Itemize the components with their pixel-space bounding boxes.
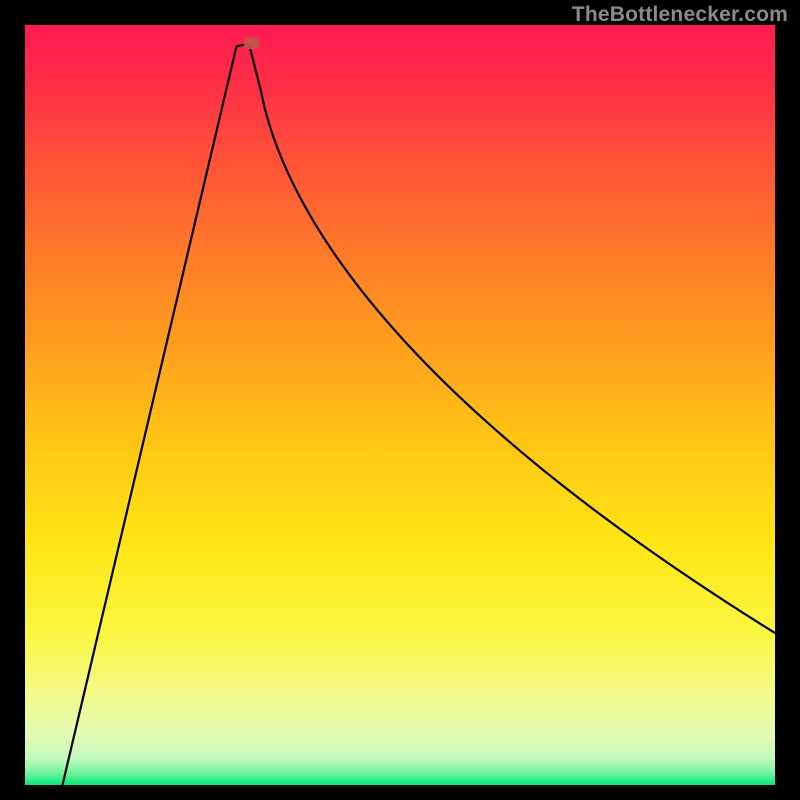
chart-background <box>25 25 775 785</box>
plot-area <box>25 25 775 785</box>
chart-svg <box>25 25 775 785</box>
watermark-label: TheBottlenecker.com <box>572 3 788 27</box>
optimal-point-marker <box>244 37 260 49</box>
